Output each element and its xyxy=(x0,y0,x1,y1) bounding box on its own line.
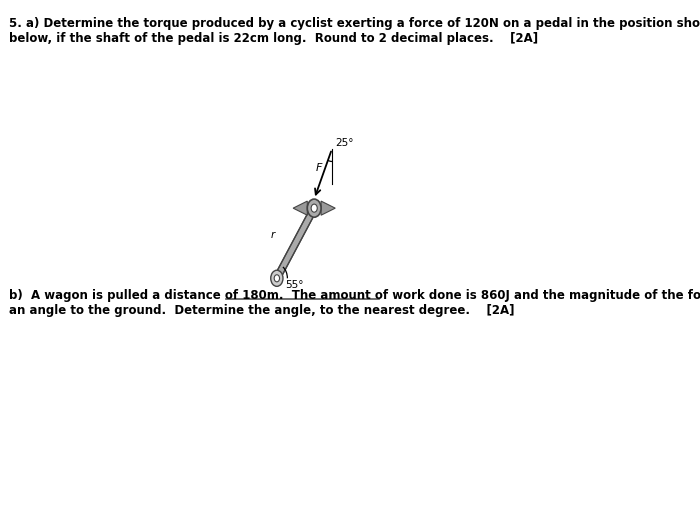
Polygon shape xyxy=(293,201,307,215)
Polygon shape xyxy=(274,206,316,281)
Circle shape xyxy=(274,275,279,282)
Text: 55°: 55° xyxy=(286,281,304,290)
Text: 25°: 25° xyxy=(335,138,354,148)
Text: b)  A wagon is pulled a distance of 180m.  The amount of work done is 860J and t: b) A wagon is pulled a distance of 180m.… xyxy=(9,289,700,302)
Text: r: r xyxy=(270,230,274,240)
Circle shape xyxy=(307,199,321,217)
Polygon shape xyxy=(321,201,335,215)
Text: an angle to the ground.  Determine the angle, to the nearest degree.    [2A]: an angle to the ground. Determine the an… xyxy=(9,304,514,317)
Circle shape xyxy=(311,204,317,212)
Circle shape xyxy=(271,270,283,286)
Text: F: F xyxy=(316,163,323,174)
Text: below, if the shaft of the pedal is 22cm long.  Round to 2 decimal places.    [2: below, if the shaft of the pedal is 22cm… xyxy=(9,32,538,45)
Text: 5. a) Determine the torque produced by a cyclist exerting a force of 120N on a p: 5. a) Determine the torque produced by a… xyxy=(9,17,700,30)
